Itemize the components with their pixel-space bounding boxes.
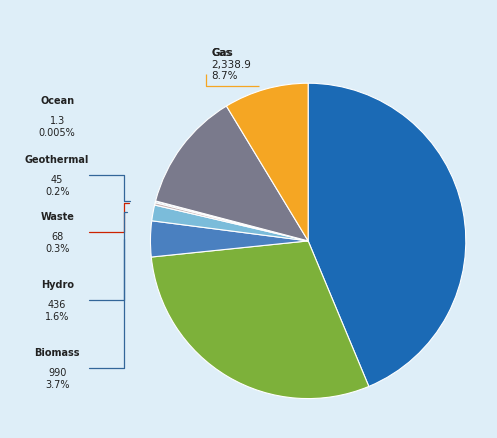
Text: Geothermal: Geothermal — [25, 155, 89, 166]
Wedge shape — [308, 83, 466, 386]
Wedge shape — [151, 241, 369, 399]
Text: 45
0.2%: 45 0.2% — [45, 175, 70, 197]
Wedge shape — [156, 106, 308, 241]
Text: Ocean: Ocean — [40, 96, 74, 106]
Wedge shape — [151, 221, 308, 257]
Text: Biomass: Biomass — [34, 348, 80, 358]
Text: 68
0.3%: 68 0.3% — [45, 232, 70, 254]
Text: Gas: Gas — [211, 48, 233, 58]
Wedge shape — [227, 83, 308, 241]
Text: 436
1.6%: 436 1.6% — [45, 300, 70, 321]
Wedge shape — [155, 201, 308, 241]
Text: Hydro: Hydro — [41, 280, 74, 290]
Text: Wind
11,791.4
43.7%: Wind 11,791.4 43.7% — [384, 206, 436, 240]
Wedge shape — [152, 205, 308, 241]
Wedge shape — [156, 201, 308, 241]
Text: 990
3.7%: 990 3.7% — [45, 368, 70, 389]
Text: 1.3
0.005%: 1.3 0.005% — [39, 116, 76, 138]
Wedge shape — [155, 203, 308, 241]
Text: Coal
3,305
12.3%: Coal 3,305 12.3% — [201, 166, 238, 199]
Text: Waste: Waste — [40, 212, 74, 223]
Text: PV
8,000
29.7%: PV 8,000 29.7% — [239, 300, 275, 333]
Text: Gas
2,338.9
8.7%: Gas 2,338.9 8.7% — [211, 48, 251, 81]
